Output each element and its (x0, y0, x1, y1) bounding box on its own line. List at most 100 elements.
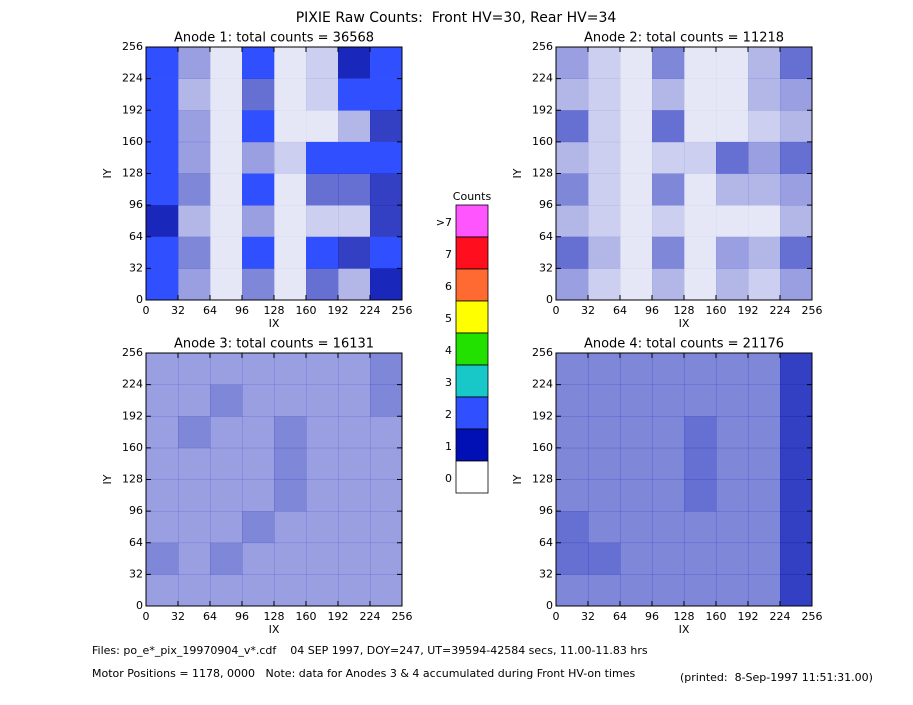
count-cell (620, 447, 653, 480)
x-tick-label: 64 (613, 610, 627, 623)
count-cell (146, 205, 179, 238)
count-cell (652, 447, 685, 480)
count-cell (620, 47, 653, 79)
count-cell (146, 141, 179, 174)
y-tick-label: 256 (532, 40, 553, 53)
count-cell (370, 141, 403, 174)
y-tick-label: 128 (122, 473, 143, 486)
colorbar-label: 2 (445, 408, 452, 421)
count-cell (684, 416, 717, 449)
count-cell (716, 110, 749, 143)
count-cell (780, 110, 813, 143)
x-tick-label: 128 (674, 610, 695, 623)
count-cell (178, 268, 211, 301)
count-cell (684, 110, 717, 143)
count-cell (242, 574, 275, 607)
x-tick-label: 160 (706, 304, 727, 317)
count-cell (306, 384, 339, 417)
count-cell (274, 479, 307, 512)
count-cell (242, 416, 275, 449)
count-cell (242, 447, 275, 480)
count-cell (684, 353, 717, 385)
count-cell (210, 353, 243, 385)
count-cell (338, 416, 371, 449)
y-axis-label: IY (101, 474, 114, 484)
count-cell (338, 542, 371, 575)
count-cell (338, 384, 371, 417)
count-cell (716, 542, 749, 575)
x-tick-label: 128 (264, 304, 285, 317)
count-cell (178, 574, 211, 607)
count-cell (210, 384, 243, 417)
count-cell (652, 416, 685, 449)
count-cell (620, 268, 653, 301)
count-cell (338, 205, 371, 238)
count-cell (620, 384, 653, 417)
count-cell (780, 141, 813, 174)
y-tick-label: 32 (129, 567, 143, 580)
x-tick-label: 0 (553, 304, 560, 317)
count-cell (146, 78, 179, 111)
count-cell (556, 205, 589, 238)
y-tick-label: 256 (122, 40, 143, 53)
count-cell (684, 141, 717, 174)
page-title: PIXIE Raw Counts: Front HV=30, Rear HV=3… (296, 10, 617, 26)
count-cell (716, 416, 749, 449)
count-cell (780, 574, 813, 607)
count-cell (748, 416, 781, 449)
count-cell (556, 542, 589, 575)
count-cell (242, 78, 275, 111)
y-tick-label: 0 (136, 599, 143, 612)
count-cell (748, 78, 781, 111)
count-cell (780, 205, 813, 238)
x-axis-label: IX (679, 623, 690, 636)
y-tick-label: 96 (129, 504, 143, 517)
count-cell (748, 574, 781, 607)
count-cell (684, 268, 717, 301)
count-cell (652, 236, 685, 269)
colorbar-label: 4 (445, 344, 452, 357)
count-cell (370, 384, 403, 417)
count-cell (716, 205, 749, 238)
count-cell (620, 205, 653, 238)
y-tick-label: 160 (122, 441, 143, 454)
count-cell (178, 110, 211, 143)
y-tick-label: 128 (122, 167, 143, 180)
count-cell (620, 110, 653, 143)
x-axis-label: IX (269, 623, 280, 636)
count-cell (146, 384, 179, 417)
count-cell (274, 542, 307, 575)
count-cell (588, 141, 621, 174)
count-cell (338, 479, 371, 512)
x-tick-label: 64 (203, 610, 217, 623)
count-cell (748, 479, 781, 512)
x-tick-label: 224 (770, 304, 791, 317)
count-cell (146, 479, 179, 512)
count-cell (146, 511, 179, 544)
count-cell (242, 511, 275, 544)
count-cell (684, 384, 717, 417)
colorbar-label: 1 (445, 440, 452, 453)
count-cell (780, 236, 813, 269)
y-axis-label: IY (511, 168, 524, 178)
count-cell (588, 511, 621, 544)
count-cell (556, 416, 589, 449)
count-cell (274, 353, 307, 385)
count-cell (652, 110, 685, 143)
count-cell (370, 78, 403, 111)
x-tick-label: 64 (203, 304, 217, 317)
count-cell (178, 353, 211, 385)
count-cell (242, 236, 275, 269)
colorbar-swatch (455, 460, 489, 494)
count-cell (178, 78, 211, 111)
y-tick-label: 64 (129, 230, 143, 243)
count-cell (620, 141, 653, 174)
count-cell (146, 47, 179, 79)
count-cell (210, 542, 243, 575)
count-cell (620, 479, 653, 512)
count-cell (588, 205, 621, 238)
files-note: Files: po_e*_pix_19970904_v*.cdf 04 SEP … (92, 644, 648, 657)
y-tick-label: 96 (539, 198, 553, 211)
count-cell (370, 268, 403, 301)
count-cell (370, 574, 403, 607)
